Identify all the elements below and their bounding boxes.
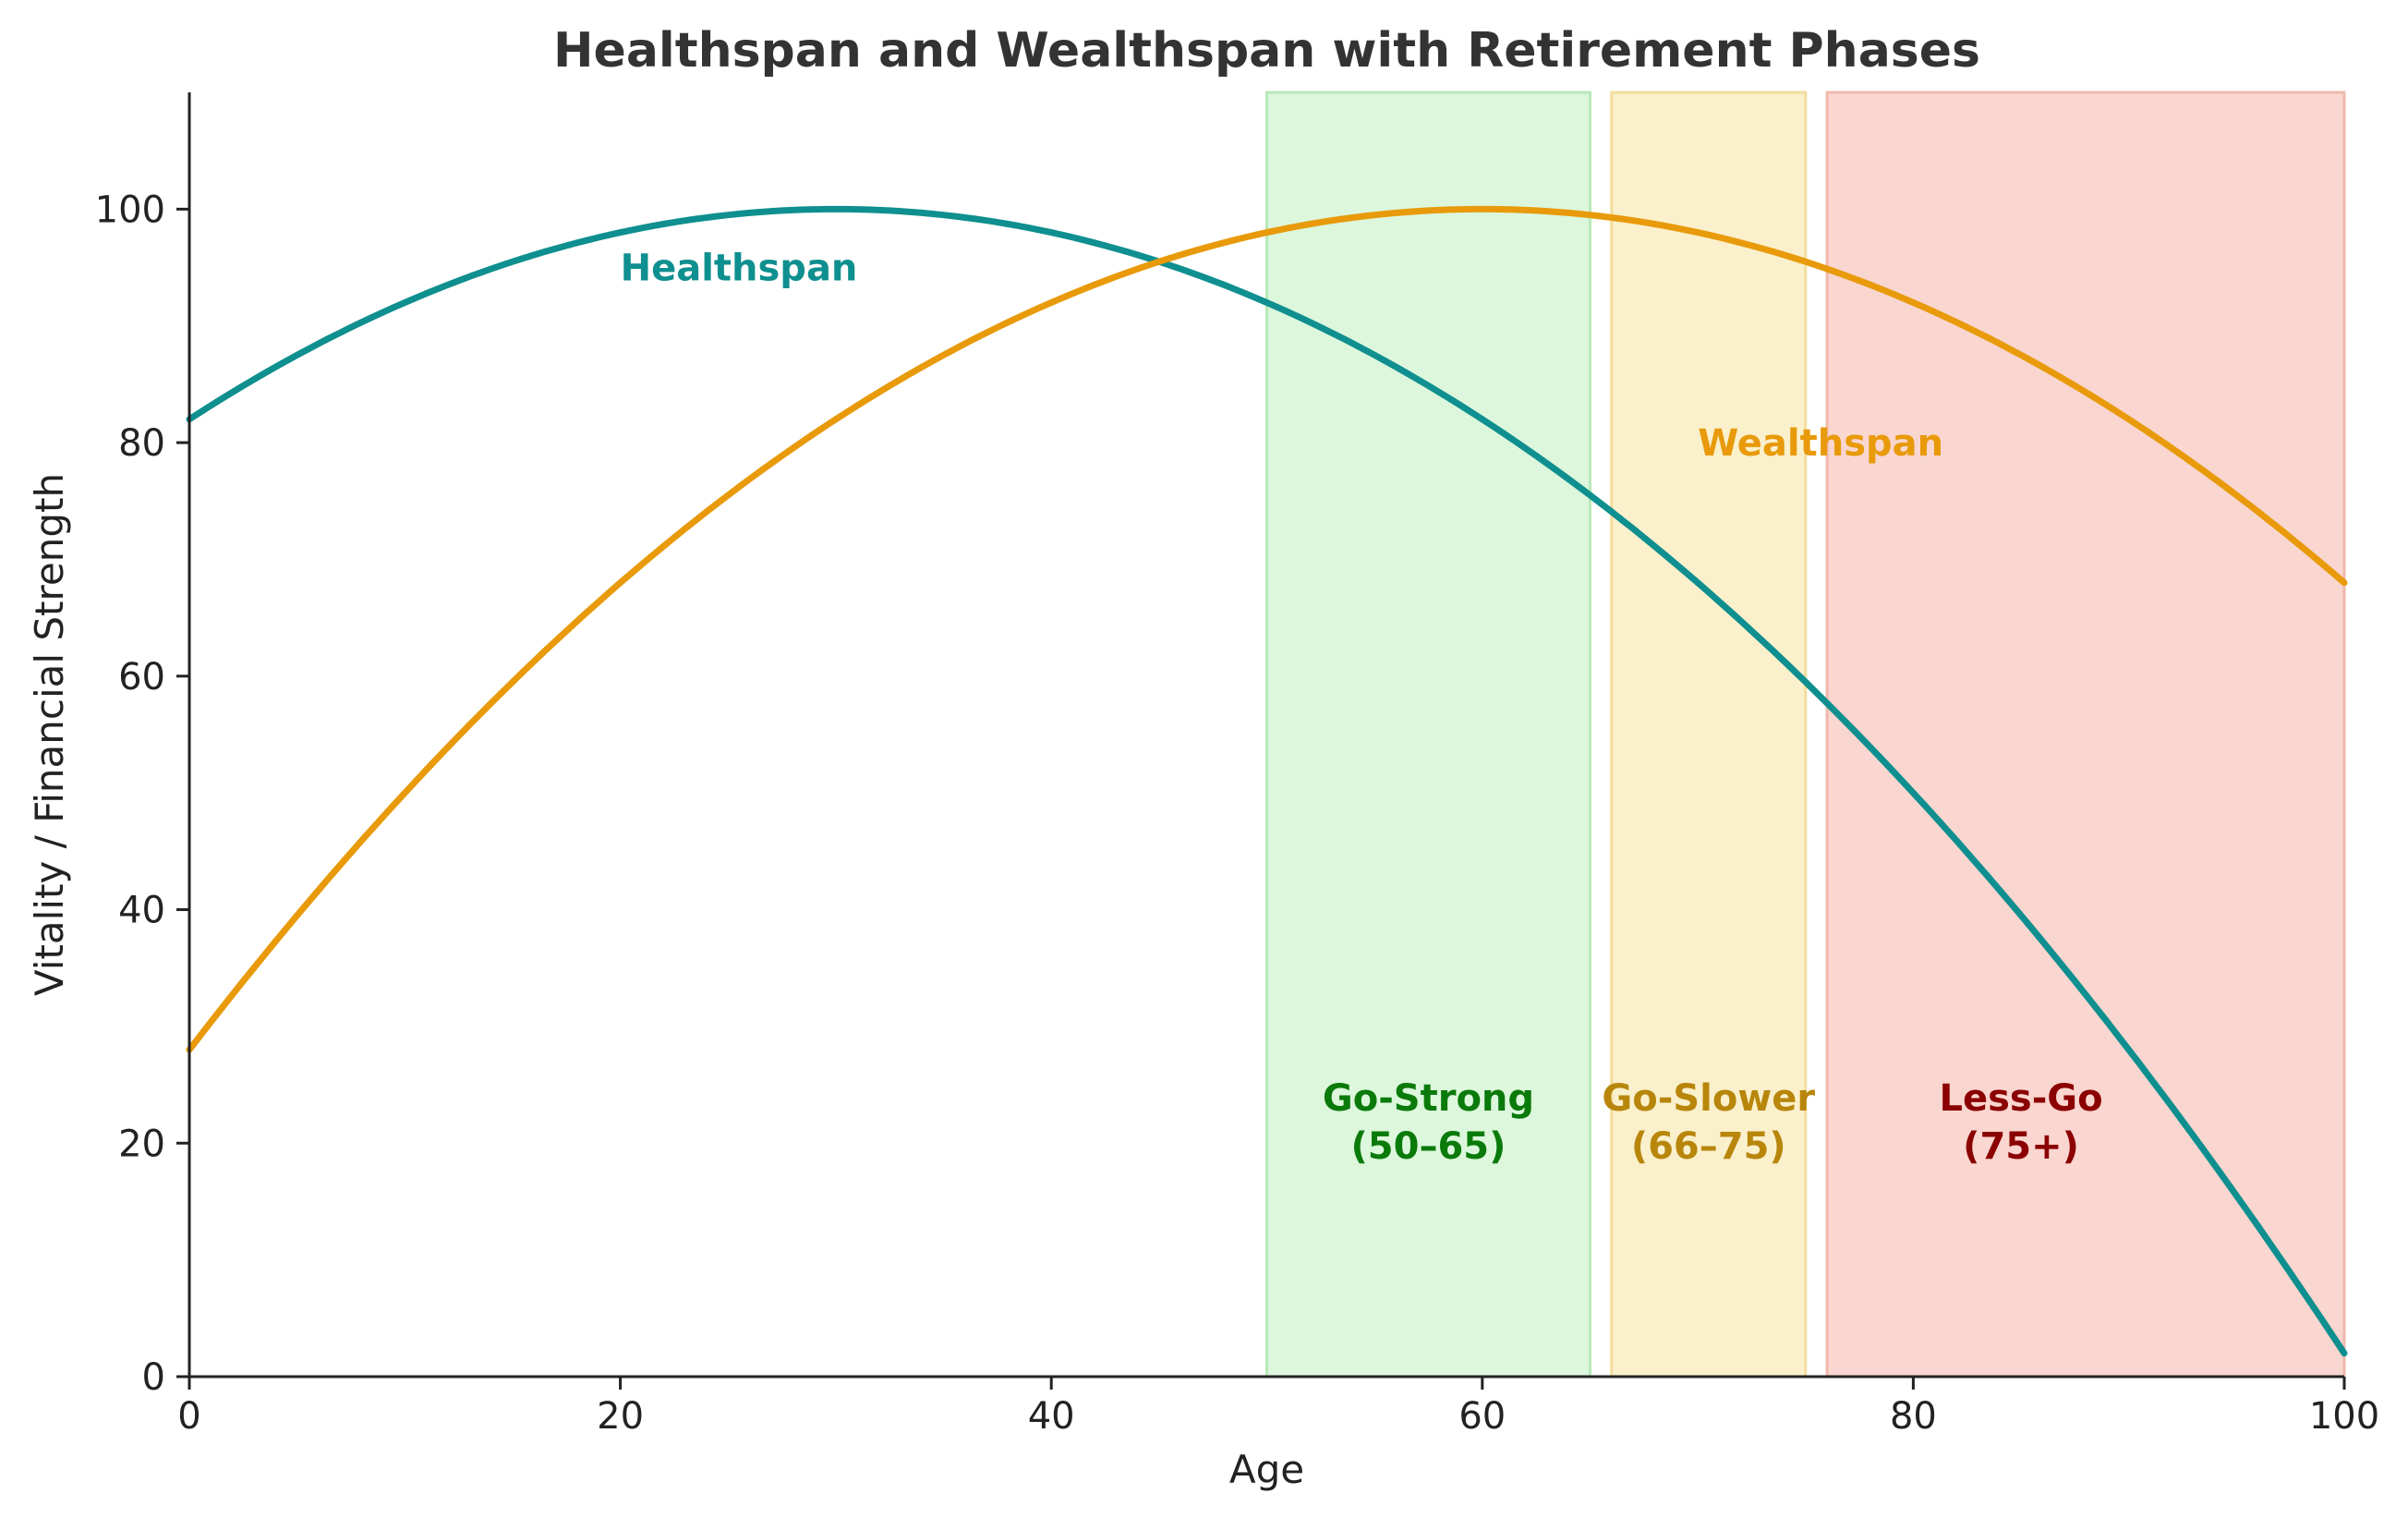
phase-label-2: Less-Go (75+)	[1939, 1077, 2102, 1168]
annotation-wealthspan: Wealthspan	[1698, 422, 1943, 465]
x-tick-label-0: 0	[177, 1395, 200, 1438]
phase-label-line1-0: Go-Strong	[1323, 1077, 1534, 1120]
annotation-healthspan: Healthspan	[621, 248, 858, 290]
series-line-wealthspan	[186, 205, 2348, 1053]
x-axis-label: Age	[1229, 1447, 1304, 1492]
phase-label-line2-0: (50–65)	[1351, 1125, 1507, 1168]
axes: 0 20 40 60 80 100 0 20 40 60 80 100	[95, 92, 2379, 1438]
phase-label-line1-2: Less-Go	[1939, 1077, 2102, 1120]
x-tick-label-100: 100	[2309, 1395, 2379, 1438]
annotations: Healthspan Wealthspan	[621, 248, 1944, 466]
y-axis-label: Vitality / Financial Strength	[27, 473, 72, 996]
y-tick-label-0: 0	[142, 1356, 165, 1399]
phase-label-line2-1: (66–75)	[1631, 1125, 1786, 1168]
series-line-healthspan	[186, 205, 2348, 1357]
x-tick-label-60: 60	[1458, 1395, 1506, 1438]
y-tick-label-20: 20	[118, 1123, 165, 1165]
y-tick-label-40: 40	[118, 890, 165, 932]
x-tick-label-40: 40	[1028, 1395, 1075, 1438]
chart-title: Healthspan and Wealthspan with Retiremen…	[553, 23, 1980, 79]
x-tick-label-80: 80	[1890, 1395, 1937, 1438]
y-tick-label-80: 80	[118, 422, 165, 465]
phase-region-1	[1610, 91, 1808, 1378]
phase-label-0: Go-Strong (50–65)	[1323, 1077, 1534, 1168]
x-tick-label-20: 20	[597, 1395, 644, 1438]
phase-regions: Go-Strong (50–65) Go-Slower (66–75) Less-Go (…	[1265, 91, 2346, 1378]
phase-label-line2-2: (75+)	[1963, 1125, 2079, 1168]
phase-region-0	[1265, 91, 1591, 1378]
y-tick-label-60: 60	[118, 656, 165, 698]
y-tick-label-100: 100	[95, 188, 165, 231]
series-lines	[186, 205, 2348, 1357]
phase-region-2	[1825, 91, 2346, 1378]
phase-label-line1-1: Go-Slower	[1602, 1077, 1815, 1120]
phase-label-1: Go-Slower (66–75)	[1602, 1077, 1815, 1168]
